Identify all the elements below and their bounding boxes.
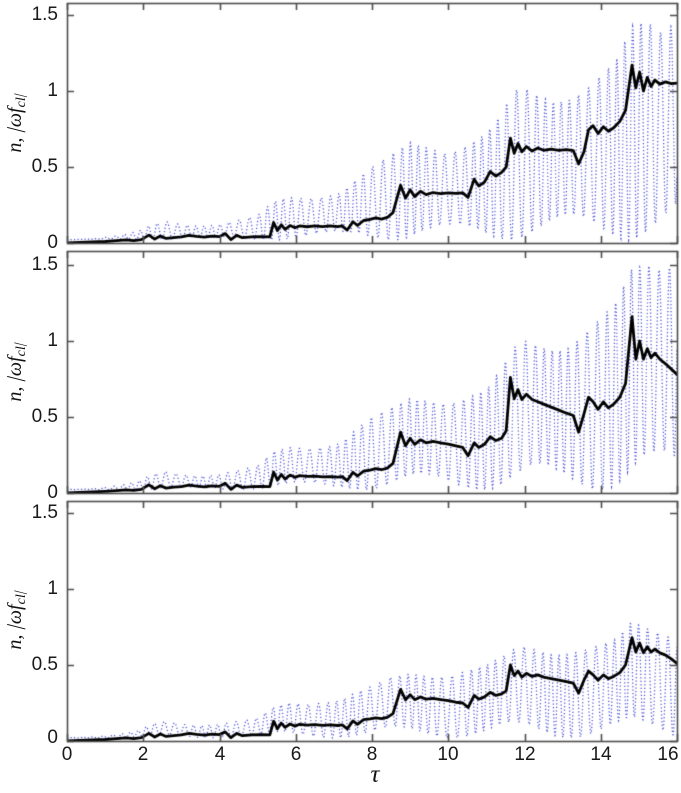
- ylabel-text: n,: [4, 381, 26, 402]
- xtick-label: 12: [514, 744, 536, 765]
- xtick-label: 16: [657, 744, 679, 765]
- xtick-label: 4: [214, 744, 226, 765]
- xtick-label: 8: [366, 744, 378, 765]
- ytick-label: 0: [47, 482, 58, 503]
- ytick-label: 1: [47, 80, 58, 101]
- y-axis-label: n, |ωfcl|: [4, 91, 30, 153]
- xtick-label: 0: [61, 744, 73, 765]
- x-axis-label: τ: [370, 761, 380, 788]
- ytick-label: 0.5: [31, 654, 58, 675]
- ylabel-text: n,: [4, 629, 26, 650]
- ytick-label: 1.5: [31, 4, 58, 25]
- ylabel-text: n,: [4, 132, 26, 153]
- y-axis-label: n, |ωfcl|: [4, 588, 30, 650]
- y-axis-label: n, |ωfcl|: [4, 340, 30, 402]
- ytick-label: 1: [47, 330, 58, 351]
- ytick-label: 0: [47, 727, 58, 748]
- ytick-label: 0: [47, 232, 58, 253]
- ytick-label: 0.5: [31, 156, 58, 177]
- ytick-label: 0.5: [31, 406, 58, 427]
- ytick-label: 1.5: [31, 502, 58, 523]
- xtick-label: 6: [290, 744, 302, 765]
- xtick-label: 14: [590, 744, 612, 765]
- xtick-label: 2: [137, 744, 149, 765]
- ytick-label: 1: [47, 578, 58, 599]
- xtick-label: 10: [437, 744, 459, 765]
- ytick-label: 1.5: [31, 254, 58, 275]
